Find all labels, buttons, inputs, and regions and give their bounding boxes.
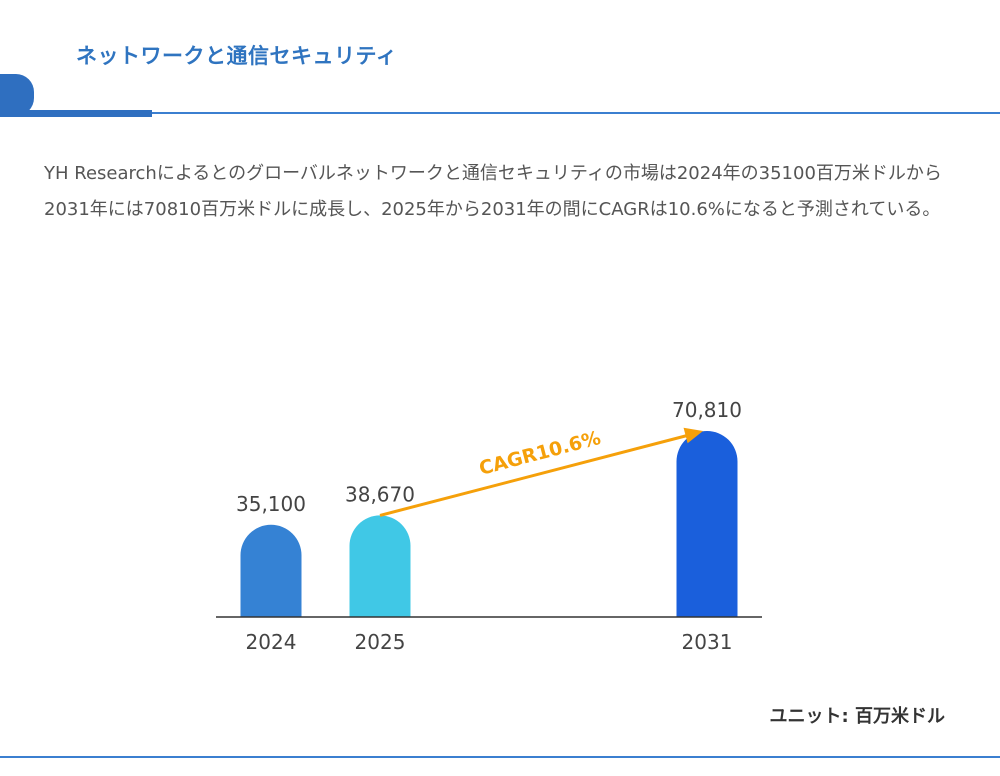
value-label: 70,810: [672, 398, 742, 422]
bottom-divider: [0, 756, 1000, 758]
category-label: 2024: [246, 630, 297, 654]
value-label: 35,100: [236, 492, 306, 516]
header-tab-decoration: [0, 74, 34, 116]
cagr-label: CAGR10.6%: [477, 427, 603, 480]
header-divider: [152, 112, 1000, 114]
bar-2031: [676, 430, 738, 617]
bar-2025: [349, 515, 411, 617]
cagr-arrow: [379, 432, 694, 517]
page-title: ネットワークと通信セキュリティ: [76, 44, 398, 68]
market-description: YH Researchによるとのグローバルネットワークと通信セキュリティの市場は…: [44, 163, 942, 220]
category-label: 2025: [355, 630, 406, 654]
unit-label: ユニット: 百万米ドル: [769, 706, 945, 727]
category-label: 2031: [682, 630, 733, 654]
bar-2024: [240, 524, 302, 617]
header-underline-thick: [0, 110, 152, 117]
value-label: 38,670: [345, 482, 415, 506]
cagr-arrowhead: [683, 427, 703, 444]
